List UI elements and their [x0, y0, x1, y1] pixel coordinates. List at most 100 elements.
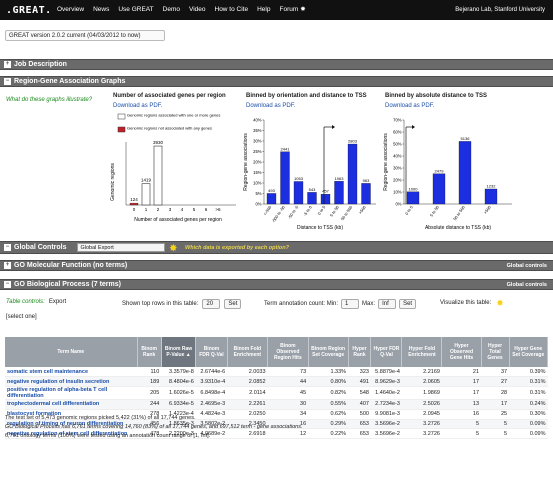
table-cell: 2.0605: [401, 376, 442, 388]
nav-overview[interactable]: Overview: [57, 6, 85, 13]
table-cell: 2.6918: [227, 428, 268, 440]
global-controls-link[interactable]: Global controls: [506, 281, 547, 288]
nav-use-great[interactable]: Use GREAT: [118, 6, 154, 13]
table-cell: 0.22%: [308, 428, 349, 440]
section-region-gene-graphs[interactable]: − Region-Gene Association Graphs: [0, 76, 553, 87]
table-cell: 548: [348, 386, 371, 401]
x-tick-label: 0 to 5: [316, 204, 326, 216]
chart1-value-label: 3930: [153, 140, 164, 145]
visualize-select[interactable]: [select one]: [6, 314, 37, 320]
y-tick-label: 10%: [393, 190, 402, 195]
graph3-title: Binned by absolute distance to TSS: [385, 93, 488, 99]
annotation-count-label: Term annotation count: Min:: [264, 301, 339, 307]
header-hyper-fold[interactable]: Hyper Fold Enrichment: [401, 337, 443, 367]
term-link[interactable]: positive regulation of alpha-beta T cell…: [5, 386, 137, 401]
collapse-icon: −: [4, 244, 11, 251]
table-cell: 2.0250: [227, 409, 268, 420]
table-controls: Table controls: Export: [6, 299, 117, 305]
table-cell: 1.4223e-4: [161, 409, 196, 420]
graph3-pdf-link[interactable]: Download as PDF.: [385, 103, 435, 109]
nav-demo[interactable]: Demo: [162, 6, 180, 13]
max-count-input[interactable]: Inf: [378, 299, 397, 309]
nav-news[interactable]: News: [93, 6, 110, 13]
term-link[interactable]: blastocyst formation: [5, 409, 137, 420]
header-hyper-total[interactable]: Hyper Total Genes: [481, 337, 510, 367]
graph1-title: Number of associated genes per region: [113, 93, 226, 99]
term-link[interactable]: regulation of timing of neuron different…: [5, 419, 137, 430]
shown-rows-label: Shown top rows in this table:: [122, 301, 199, 307]
header-binom-rank[interactable]: Binom Rank: [137, 337, 162, 367]
bar-value-label: 963: [363, 178, 370, 183]
set-count-button[interactable]: Set: [399, 299, 417, 309]
x-tick-label: 50 to 500: [340, 204, 354, 221]
term-link[interactable]: negative regulation of insulin secretion: [5, 376, 137, 388]
export-select[interactable]: Export: [48, 299, 67, 305]
new-star-icon: ✸: [496, 298, 504, 308]
header-binom-hits[interactable]: Binom Observed Region Hits: [267, 337, 309, 367]
chart-bar: [280, 151, 290, 205]
chart3-ylabel: Region-gene associations: [383, 133, 389, 191]
graph2-pdf-link[interactable]: Download as PDF.: [246, 103, 296, 109]
great-logo[interactable]: .GREAT.: [6, 4, 52, 16]
table-cell: 27: [481, 376, 510, 388]
table-cell: 2.6744e-6: [195, 367, 228, 378]
table-cell: 456: [137, 419, 162, 430]
y-tick-label: 25%: [253, 149, 262, 154]
min-count-input[interactable]: 1: [341, 299, 360, 309]
global-controls-link[interactable]: Global controls: [506, 262, 547, 269]
chart-genes-per-region: Genomic regions associated with one or m…: [110, 113, 236, 223]
visualize-control: Visualize this table: ✸: [440, 298, 504, 308]
y-tick-label: 70%: [393, 118, 402, 123]
header-hyper-coverage[interactable]: Hyper Gene Set Coverage: [509, 337, 549, 367]
header-hyper-rank[interactable]: Hyper Rank: [348, 337, 372, 367]
table-cell: 407: [348, 399, 371, 410]
table-row: regulation of timing of neuron different…: [5, 419, 548, 430]
nav-how-to-cite[interactable]: How to Cite: [214, 6, 249, 13]
collapse-icon: −: [4, 78, 11, 85]
section-job-description[interactable]: + Job Description: [0, 59, 553, 70]
section-title: Region-Gene Association Graphs: [14, 78, 126, 85]
global-export-select[interactable]: Global Export: [76, 243, 165, 252]
term-link[interactable]: trophectodermal cell differentiation: [5, 399, 137, 410]
header-term-name[interactable]: Term Name: [5, 337, 138, 367]
set-rows-button[interactable]: Set: [224, 299, 242, 309]
table-cell: 3.2726: [401, 428, 442, 440]
y-tick-label: 50%: [393, 142, 402, 147]
table-cell: 6.8498e-4: [195, 386, 228, 401]
header-hyper-hits[interactable]: Hyper Observed Gene Hits: [441, 337, 482, 367]
version-select[interactable]: GREAT version 2.0.2 current (04/03/2012 …: [5, 30, 165, 41]
section-go-biological-process[interactable]: − GO Biological Process (7 terms) Global…: [0, 279, 553, 290]
header-binom-fdr[interactable]: Binom FDR Q-Val: [195, 337, 228, 367]
nav-video[interactable]: Video: [188, 6, 206, 13]
shown-rows-input[interactable]: 20: [202, 299, 221, 309]
x-tick-label: 5 to 50: [429, 204, 441, 218]
nav-forum[interactable]: Forum ✸: [279, 6, 306, 13]
table-cell: 1.4640e-2: [370, 386, 402, 401]
export-help-link[interactable]: Which data is exported by each option?: [185, 244, 289, 251]
chart1-tick-label: 1: [145, 207, 148, 212]
header-hyper-fdr[interactable]: Hyper FDR Q-Val: [370, 337, 403, 367]
term-link[interactable]: negative regulation of stem cell differe…: [5, 428, 137, 440]
nav-help[interactable]: Help: [257, 6, 271, 13]
table-cell: 17: [441, 376, 482, 388]
graph1-pdf-link[interactable]: Download as PDF.: [113, 103, 163, 109]
header-binom-coverage[interactable]: Binom Region Set Coverage: [308, 337, 349, 367]
section-go-molecular-function[interactable]: + GO Molecular Function (no terms) Globa…: [0, 260, 553, 271]
footer-line-2: GO Biological Process has 6,761 terms co…: [5, 424, 303, 430]
table-cell: 189: [137, 376, 162, 388]
section-title: Job Description: [14, 61, 67, 68]
header-binom-raw-pvalue[interactable]: Binom Raw P-Value ▲: [161, 337, 197, 367]
term-link[interactable]: somatic stem cell maintenance: [5, 367, 137, 378]
table-cell: 323: [348, 367, 371, 378]
chart-bar: [432, 173, 446, 205]
graphs-help-link[interactable]: What do these graphs illustrate?: [6, 97, 93, 103]
chart-bar: [484, 188, 498, 205]
table-cell: 2.3450: [227, 419, 268, 430]
x-tick-label: <-500: [262, 204, 272, 216]
y-tick-label: 0%: [255, 202, 261, 207]
table-cell: 2.2261: [227, 399, 268, 410]
table-cell: 9.9081e-3: [370, 409, 402, 420]
table-cell: 4.0689e-2: [195, 428, 228, 440]
header-binom-fold[interactable]: Binom Fold Enrichment: [227, 337, 269, 367]
section-global-controls[interactable]: − Global Controls Global Export ✸ Which …: [0, 241, 553, 254]
